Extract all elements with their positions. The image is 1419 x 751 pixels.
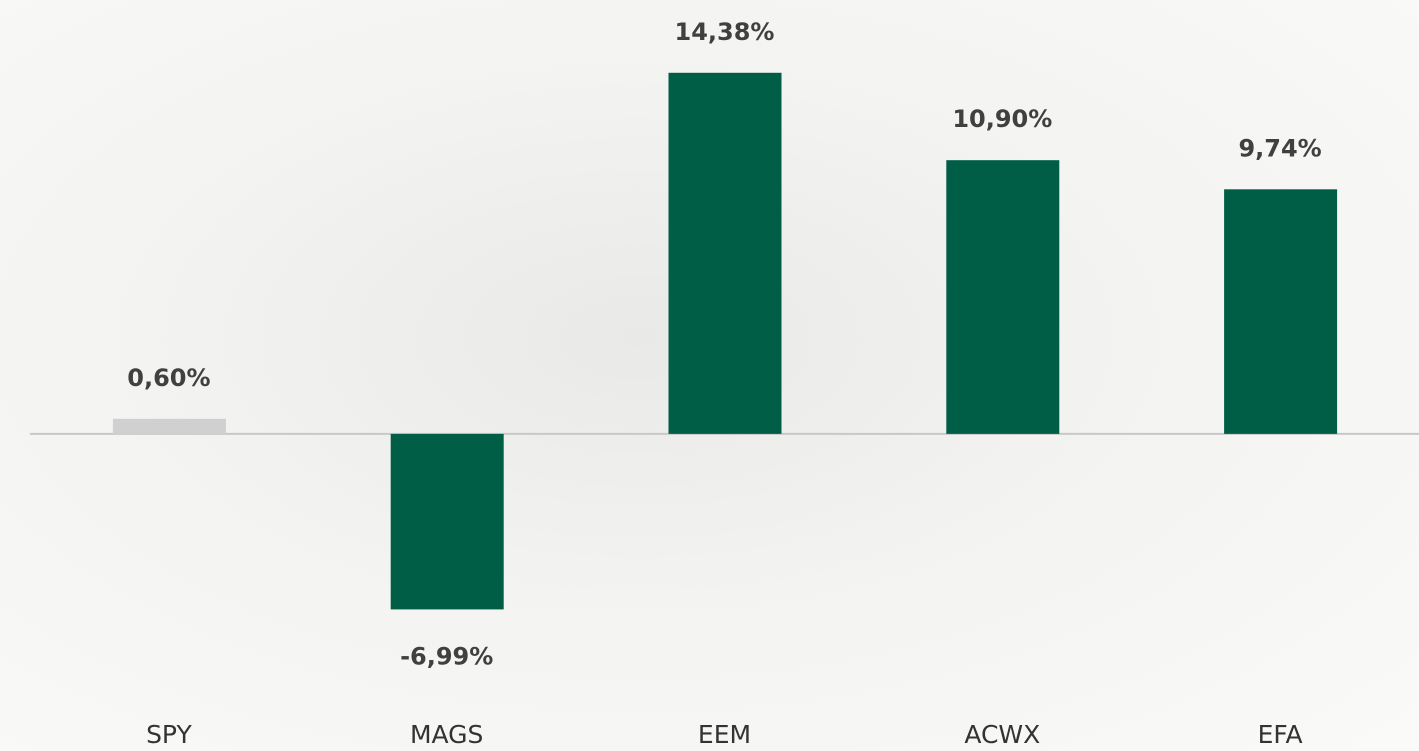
x-tick-label: EEM <box>698 720 751 749</box>
bar <box>1224 189 1337 434</box>
bar <box>669 73 782 434</box>
x-tick-label: EFA <box>1258 720 1303 749</box>
value-label: 0,60% <box>127 364 210 392</box>
bar <box>946 160 1059 434</box>
page: SPY 0,60% MAGS -6,99% EEM 14,38% ACWX 10,90% EFA… <box>0 0 1419 751</box>
x-tick-label: SPY <box>146 720 192 749</box>
value-label: -6,99% <box>400 642 493 670</box>
chart: SPY 0,60% MAGS -6,99% EEM 14,38% ACWX 10,90% EFA… <box>0 0 1419 751</box>
value-label: 9,74% <box>1238 134 1321 162</box>
bar <box>391 434 504 610</box>
value-label: 10,90% <box>952 105 1052 133</box>
x-tick-label: ACWX <box>964 720 1040 749</box>
x-tick-label: MAGS <box>410 720 483 749</box>
bar <box>113 419 226 434</box>
value-label: 14,38% <box>675 18 775 46</box>
